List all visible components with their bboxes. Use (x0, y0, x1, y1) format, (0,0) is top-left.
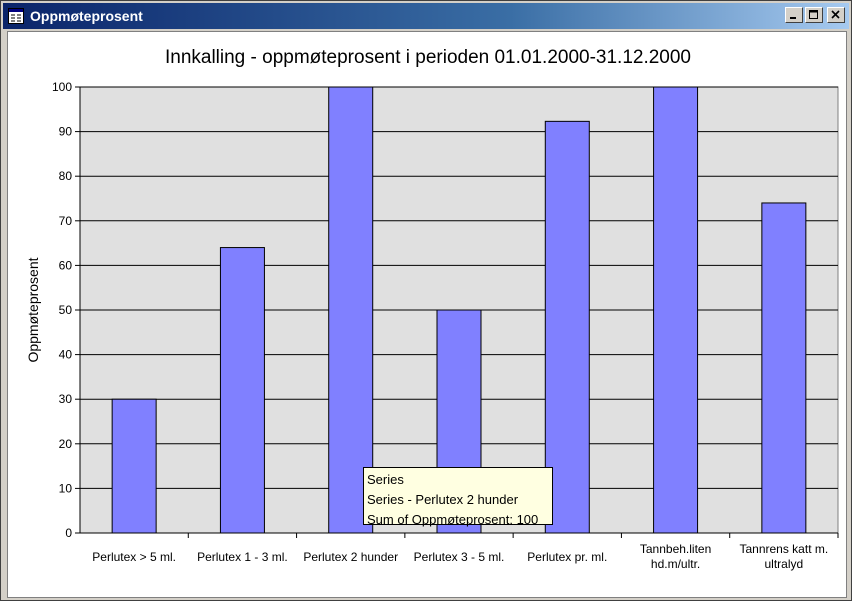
y-tick-label: 40 (59, 348, 73, 362)
x-tick-label: Perlutex 2 hunder (303, 550, 398, 564)
x-tick-label: hd.m/ultr. (651, 557, 700, 571)
chart-title: Innkalling - oppmøteprosent i perioden 0… (165, 47, 691, 68)
maximize-button[interactable] (805, 7, 823, 23)
bar-chart: Innkalling - oppmøteprosent i perioden 0… (25, 47, 839, 571)
y-tick-label: 30 (59, 392, 73, 406)
bar (544, 120, 590, 534)
y-tick-label: 0 (65, 526, 72, 540)
x-tick-label: Perlutex 3 - 5 ml. (414, 550, 505, 564)
x-tick-label: Tannbeh.liten (640, 542, 711, 556)
chart-area: Innkalling - oppmøteprosent i perioden 0… (7, 31, 847, 598)
bar (761, 202, 807, 534)
y-tick-label: 50 (59, 303, 73, 317)
x-tick-label: Perlutex > 5 ml. (92, 550, 176, 564)
x-tick-label: ultralyd (765, 557, 804, 571)
x-tick-label: Perlutex pr. ml. (527, 550, 607, 564)
maximize-icon (809, 10, 818, 19)
minimize-icon (790, 17, 796, 19)
x-tick-label: Perlutex 1 - 3 ml. (197, 550, 288, 564)
window-title: Oppmøteprosent (30, 8, 143, 24)
chart-tooltip: Series Series - Perlutex 2 hunder Sum of… (363, 467, 553, 527)
y-tick-label: 100 (52, 80, 72, 94)
y-tick-label: 80 (59, 169, 73, 183)
y-tick-label: 20 (59, 437, 73, 451)
y-tick-label: 70 (59, 214, 73, 228)
close-button[interactable] (827, 7, 845, 23)
tooltip-line-3: Sum of Oppmøteprosent: 100 (367, 512, 539, 527)
title-bar[interactable]: Oppmøteprosent (3, 3, 849, 29)
x-tick-label: Tannrens katt m. (739, 542, 828, 556)
bar (111, 398, 157, 534)
bar (653, 86, 699, 534)
tooltip-line-1: Series (367, 472, 404, 487)
minimize-button[interactable] (785, 7, 803, 23)
bar (328, 86, 374, 534)
y-tick-label: 90 (59, 125, 73, 139)
close-icon (831, 10, 840, 19)
y-axis-label: Oppmøteprosent (25, 257, 41, 362)
y-tick-label: 10 (59, 481, 73, 495)
window-controls (785, 7, 845, 23)
bar (219, 247, 265, 534)
y-tick-label: 60 (59, 258, 73, 272)
tooltip-line-2: Series - Perlutex 2 hunder (367, 492, 519, 507)
form-view-icon (8, 8, 24, 24)
